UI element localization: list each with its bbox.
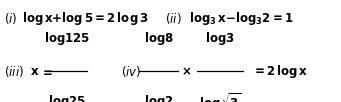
Text: $\mathbf{log\,\sqrt{3}}$: $\mathbf{log\,\sqrt{3}}$ [199, 91, 241, 102]
Text: $\mathbf{\times}$: $\mathbf{\times}$ [181, 65, 191, 78]
Text: $\mathbf{log25}$: $\mathbf{log25}$ [48, 94, 86, 102]
Text: $\mathbf{=}$: $\mathbf{=}$ [40, 65, 53, 78]
Text: $\mathbf{log125}$: $\mathbf{log125}$ [44, 30, 90, 47]
Text: $\mathbf{log3}$: $\mathbf{log3}$ [205, 30, 235, 47]
Text: $(ii)$: $(ii)$ [165, 11, 182, 26]
Text: $\mathbf{=2\,log}\,\mathit{\mathbf{x}}$: $\mathbf{=2\,log}\,\mathit{\mathbf{x}}$ [252, 63, 309, 80]
Text: $\mathbf{log_{3}\,}\mathit{\mathbf{x}}\mathbf{-log_{3}2=1}$: $\mathbf{log_{3}\,}\mathit{\mathbf{x}}\m… [189, 10, 294, 27]
Text: $\mathbf{log2}$: $\mathbf{log2}$ [144, 94, 173, 102]
Text: $\mathbf{log8}$: $\mathbf{log8}$ [144, 30, 174, 47]
Text: $\mathbf{log}\,\mathit{\mathbf{x}}\mathbf{+log\,5=2\,log\,3}$: $\mathbf{log}\,\mathit{\mathbf{x}}\mathb… [22, 10, 149, 27]
Text: $\mathit{\mathbf{x}}$: $\mathit{\mathbf{x}}$ [30, 65, 40, 78]
Text: $(iii)$: $(iii)$ [4, 64, 24, 79]
Text: $(i)$: $(i)$ [4, 11, 17, 26]
Text: $(iv)$: $(iv)$ [121, 64, 142, 79]
